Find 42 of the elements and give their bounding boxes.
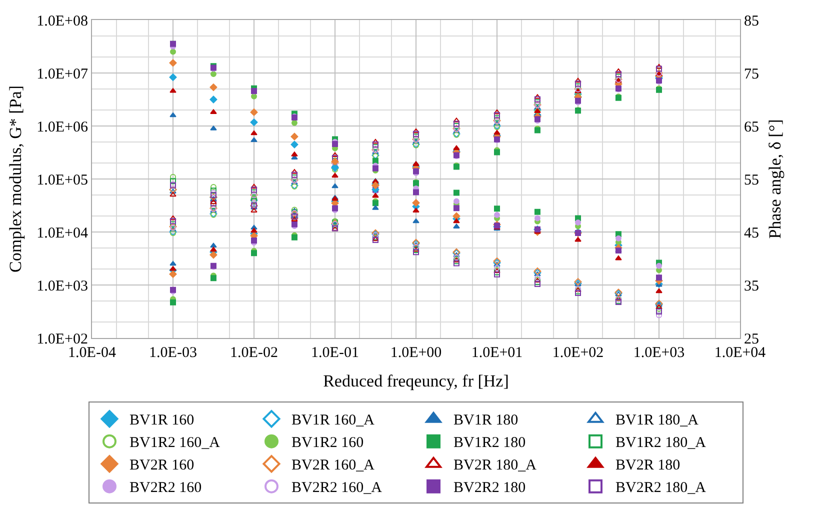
legend-label: BV2R2 160 (130, 480, 202, 496)
y2-tick-label: 55 (744, 172, 759, 188)
x-tick-label: 1.0E-01 (311, 345, 359, 361)
y-tick-label: 1.0E+06 (36, 119, 88, 136)
y-axis-title: Complex modulus, G* [Pa] (6, 86, 26, 272)
legend-label: BV1R 160_A (292, 412, 375, 429)
legend-label: BV1R 160 (130, 412, 194, 429)
legend-label: BV1R 180 (454, 412, 518, 429)
y2-axis-title: Phase angle, δ [°] (765, 119, 784, 239)
y-tick-label: 1.0E+03 (36, 278, 88, 294)
y2-tick-label: 45 (744, 225, 759, 242)
legend-label: BV1R2 160 (292, 435, 364, 452)
y2-tick-label: 35 (744, 278, 759, 294)
legend-label: BV1R2 180_A (616, 435, 706, 452)
y2-tick-label: 75 (744, 66, 759, 82)
x-tick-label: 1.0E+04 (714, 345, 766, 361)
x-tick-label: 1.0E+00 (390, 345, 442, 361)
legend-label: BV1R2 160_A (130, 435, 220, 452)
legend-label: BV2R2 180 (454, 480, 526, 496)
y-tick-label: 1.0E+07 (36, 66, 88, 82)
legend-label: BV1R2 180 (454, 435, 526, 452)
y2-tick-label: 25 (744, 331, 759, 348)
x-tick-label: 1.0E+03 (633, 345, 685, 361)
y-tick-label: 1.0E+05 (36, 172, 88, 188)
legend-label: BV2R 160 (130, 458, 194, 474)
x-axis-title: Reduced freqeuncy, fr [Hz] (323, 371, 509, 390)
x-tick-label: 1.0E-03 (149, 345, 197, 361)
x-tick-label: 1.0E-04 (68, 345, 116, 361)
x-tick-label: 1.0E-02 (230, 345, 278, 361)
y-tick-label: 1.0E+02 (36, 331, 88, 348)
x-tick-label: 1.0E+01 (471, 345, 523, 361)
legend-label: BV2R 180_A (454, 458, 537, 474)
legend-label: BV2R 180 (616, 458, 680, 474)
legend-label: BV2R 160_A (292, 458, 375, 474)
legend-label: BV2R2 180_A (616, 480, 706, 496)
legend-label: BV1R 180_A (616, 412, 699, 429)
y2-tick-label: 65 (744, 119, 759, 136)
y2-tick-label: 85 (744, 13, 759, 30)
x-tick-label: 1.0E+02 (552, 345, 604, 361)
y-tick-label: 1.0E+08 (36, 13, 88, 30)
legend-label: BV2R2 160_A (292, 480, 382, 496)
y-tick-label: 1.0E+04 (36, 225, 88, 242)
